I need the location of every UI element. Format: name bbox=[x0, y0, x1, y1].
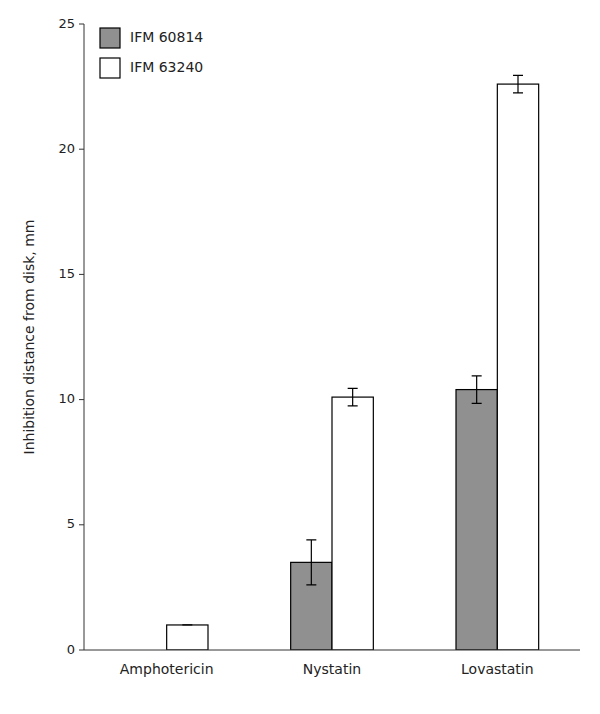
y-tick bbox=[79, 650, 84, 651]
x-axis-line bbox=[84, 650, 580, 651]
y-tick-label: 15 bbox=[58, 266, 75, 281]
error-bar bbox=[513, 75, 523, 93]
bar bbox=[497, 84, 538, 650]
legend-label: IFM 60814 bbox=[130, 29, 203, 45]
bars bbox=[167, 84, 539, 650]
y-tick-label: 5 bbox=[67, 516, 75, 531]
y-tick bbox=[79, 149, 84, 150]
legend-label: IFM 63240 bbox=[130, 59, 203, 75]
x-tick-label: Lovastatin bbox=[461, 661, 534, 677]
y-tick-label: 25 bbox=[58, 16, 75, 31]
x-tick-label: Amphotericin bbox=[120, 661, 214, 677]
y-tick bbox=[79, 399, 84, 400]
y-tick-label: 0 bbox=[67, 642, 75, 657]
bar bbox=[332, 397, 373, 650]
y-tick-label: 20 bbox=[58, 141, 75, 156]
y-tick-label: 10 bbox=[58, 391, 75, 406]
error-bar bbox=[348, 388, 358, 406]
y-axis-label: Inhibition distance from disk, mm bbox=[21, 220, 37, 455]
error-bar bbox=[472, 376, 482, 404]
legend-swatch bbox=[100, 28, 120, 48]
error-bars bbox=[182, 75, 523, 625]
chart-container: 0 5 10 15 20 25 Inhibition distance from disk,… bbox=[0, 0, 600, 714]
error-bar bbox=[306, 540, 316, 585]
legend-swatch bbox=[100, 58, 120, 78]
bar bbox=[167, 625, 208, 650]
error-bar bbox=[182, 624, 192, 625]
y-tick bbox=[79, 524, 84, 525]
y-tick bbox=[79, 24, 84, 25]
y-axis-line bbox=[84, 24, 85, 650]
x-tick-label: Nystatin bbox=[303, 661, 361, 677]
legend: IFM 60814 IFM 63240 bbox=[100, 28, 203, 78]
chart-svg: 0 5 10 15 20 25 Inhibition distance from disk,… bbox=[0, 0, 600, 714]
bar bbox=[456, 390, 497, 650]
y-tick bbox=[79, 274, 84, 275]
